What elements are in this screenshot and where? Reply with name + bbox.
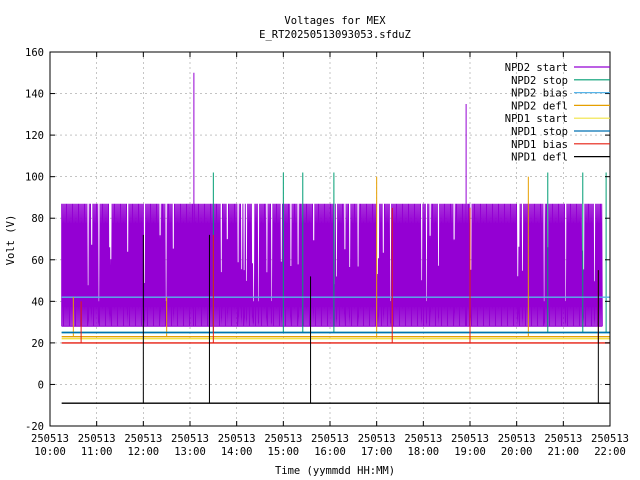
x-tick-time: 14:00 xyxy=(221,446,253,458)
x-tick-time: 17:00 xyxy=(361,446,393,458)
x-tick-date: 250513 xyxy=(78,433,116,445)
chart-subtitle: E_RT20250513093053.sfduZ xyxy=(259,29,411,41)
x-tick-date: 250513 xyxy=(264,433,302,445)
x-tick-time: 21:00 xyxy=(548,446,580,458)
legend-label: NPD1 bias xyxy=(511,139,568,151)
x-tick-date: 250513 xyxy=(544,433,582,445)
x-tick-date: 250513 xyxy=(171,433,209,445)
y-tick-label: 0 xyxy=(38,379,44,391)
x-tick-time: 16:00 xyxy=(314,446,346,458)
y-axis-label: Volt (V) xyxy=(5,215,17,266)
x-tick-date: 250513 xyxy=(311,433,349,445)
x-axis-label: Time (yymmdd HH:MM) xyxy=(275,465,395,477)
legend-label: NPD1 stop xyxy=(511,126,568,138)
y-tick-label: 100 xyxy=(25,172,44,184)
x-tick-time: 22:00 xyxy=(594,446,626,458)
series-band xyxy=(62,204,603,327)
y-tick-label: -20 xyxy=(25,421,44,433)
y-tick-label: 20 xyxy=(31,338,44,350)
x-tick-date: 250513 xyxy=(124,433,162,445)
y-tick-label: 60 xyxy=(31,255,44,267)
x-tick-date: 250513 xyxy=(498,433,536,445)
x-tick-time: 18:00 xyxy=(408,446,440,458)
legend-label: NPD2 defl xyxy=(511,100,568,112)
x-tick-date: 250513 xyxy=(218,433,256,445)
y-tick-label: 120 xyxy=(25,130,44,142)
chart-title: Voltages for MEX xyxy=(284,15,386,27)
x-tick-time: 10:00 xyxy=(34,446,66,458)
x-tick-date: 250513 xyxy=(404,433,442,445)
x-tick-time: 13:00 xyxy=(174,446,206,458)
x-tick-time: 15:00 xyxy=(268,446,300,458)
x-tick-time: 11:00 xyxy=(81,446,113,458)
y-tick-label: 160 xyxy=(25,47,44,59)
legend-label: NPD2 start xyxy=(505,62,568,74)
x-tick-time: 19:00 xyxy=(454,446,486,458)
x-tick-date: 250513 xyxy=(358,433,396,445)
x-tick-date: 250513 xyxy=(31,433,69,445)
x-tick-time: 20:00 xyxy=(501,446,533,458)
y-tick-label: 80 xyxy=(31,213,44,225)
x-tick-date: 250513 xyxy=(451,433,489,445)
x-tick-date: 250513 xyxy=(591,433,629,445)
legend-label: NPD1 start xyxy=(505,113,568,125)
y-tick-label: 40 xyxy=(31,296,44,308)
y-tick-label: 140 xyxy=(25,89,44,101)
legend-label: NPD2 bias xyxy=(511,88,568,100)
legend-label: NPD1 defl xyxy=(511,152,568,164)
legend-label: NPD2 stop xyxy=(511,75,568,87)
x-tick-time: 12:00 xyxy=(128,446,160,458)
